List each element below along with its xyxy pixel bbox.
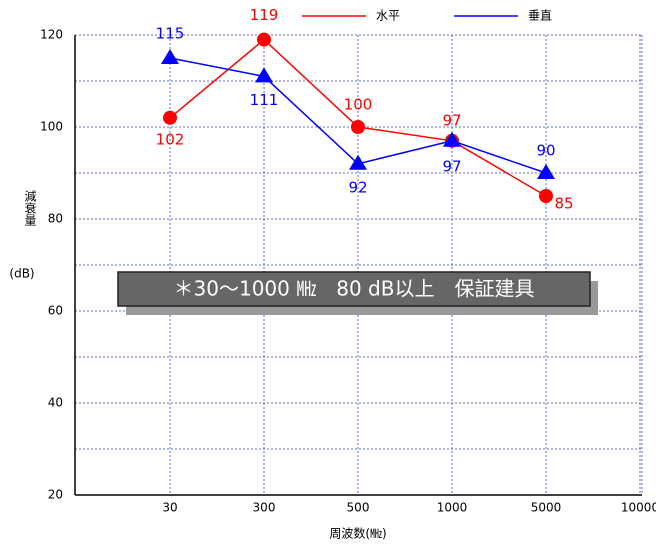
data-label: 100: [344, 96, 373, 114]
data-label: 111: [250, 91, 279, 109]
marker: [443, 131, 461, 147]
marker: [255, 67, 273, 83]
x-tick-label: 300: [253, 501, 276, 515]
y-tick-label: 80: [48, 212, 63, 226]
x-tick-label: 1000: [437, 501, 468, 515]
y-tick-label: 100: [40, 120, 63, 134]
marker: [539, 189, 553, 203]
data-label: 97: [442, 157, 461, 175]
data-label: 102: [156, 130, 185, 148]
y-tick-label: 40: [48, 396, 63, 410]
data-label: 85: [554, 195, 573, 213]
data-label: 119: [250, 6, 279, 24]
data-label: 92: [348, 178, 367, 196]
data-label: 97: [442, 111, 461, 129]
y-axis-unit: (dB): [9, 267, 34, 281]
y-tick-label: 120: [40, 28, 63, 42]
y-tick-label: 60: [48, 304, 63, 318]
marker: [537, 164, 555, 179]
x-tick-label: 10000: [621, 501, 656, 515]
x-tick-label: 5000: [531, 501, 562, 515]
annotation: ＊30～1000 ㎒ 80 dB以上 保証建具: [174, 277, 535, 301]
data-label: 90: [536, 142, 555, 160]
y-axis-label: 減衰量: [23, 189, 37, 226]
legend-label: 水平: [376, 9, 400, 23]
y-tick-label: 20: [48, 488, 63, 502]
data-label: 115: [156, 25, 185, 43]
x-tick-label: 500: [347, 501, 370, 515]
marker: [351, 120, 365, 134]
x-tick-label: 30: [162, 501, 177, 515]
marker: [163, 110, 177, 125]
legend-label: 垂直: [528, 9, 552, 23]
marker: [257, 32, 271, 47]
marker: [349, 154, 367, 170]
x-axis-label: 周波数(㎒): [329, 526, 386, 541]
annotation-box: [117, 271, 591, 307]
marker: [161, 49, 179, 64]
